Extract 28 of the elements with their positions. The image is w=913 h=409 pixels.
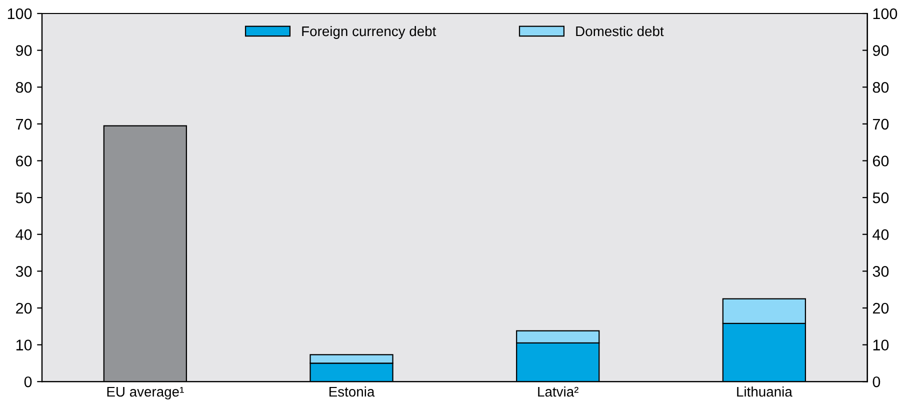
x-tick-label: EU average¹ xyxy=(107,386,184,400)
y-tick-label: 60 xyxy=(16,156,32,166)
y-tick-label: 40 xyxy=(16,229,32,240)
y2-tick-label: 80 xyxy=(872,82,889,93)
y-tick-label: 10 xyxy=(16,340,32,350)
y-tick-label: 90 xyxy=(16,45,32,56)
legend-label: Domestic debt xyxy=(576,26,664,36)
y-tick-label: 50 xyxy=(16,192,32,204)
y-tick-label: 0 xyxy=(24,376,32,388)
y2-tick-label: 10 xyxy=(873,340,889,350)
y-tick-label: 70 xyxy=(16,118,32,130)
legend-label: Foreign currency debt xyxy=(302,26,436,39)
y2-tick-label: 20 xyxy=(872,302,889,314)
y2-tick-label: 30 xyxy=(872,266,889,277)
x-tick-label: Latvia² xyxy=(538,386,578,397)
x-tick-label: Lithuania xyxy=(737,386,792,397)
y2-tick-label: 90 xyxy=(872,45,889,56)
y2-tick-label: 50 xyxy=(872,192,889,204)
y-tick-label: 30 xyxy=(16,266,32,277)
y2-tick-label: 40 xyxy=(872,229,889,240)
y-tick-label: 100 xyxy=(8,8,32,20)
y-tick-label: 80 xyxy=(16,82,32,93)
y2-tick-label: 60 xyxy=(872,156,889,166)
y-tick-label: 20 xyxy=(16,302,32,314)
y2-tick-label: 0 xyxy=(872,376,880,388)
y2-tick-label: 100 xyxy=(873,8,898,20)
y2-tick-label: 70 xyxy=(872,118,889,130)
x-tick-label: Estonia xyxy=(329,386,375,397)
